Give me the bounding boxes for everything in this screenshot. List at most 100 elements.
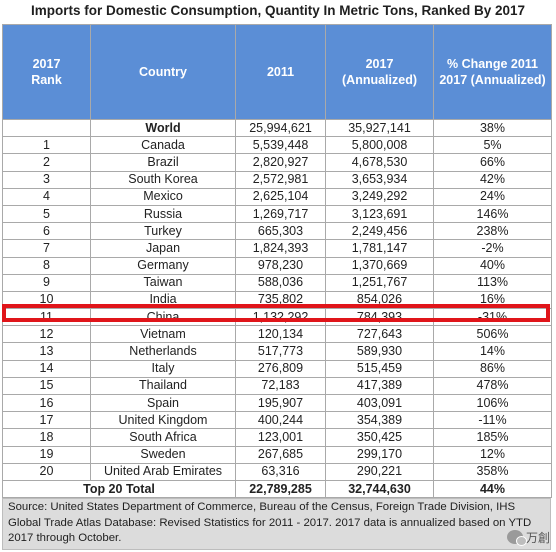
cell-v2011: 195,907 [235,393,326,413]
cell-change: 38% [433,118,552,138]
cell-change: 113% [433,273,552,292]
table-row: World 25,994,621 35,927,141 38% [2,118,552,138]
cell-v2017: 1,251,767 [325,273,434,292]
imports-table: 2017 Rank Country 2011 2017 (Annualized) %… [2,24,552,499]
cell-v2011: 1,824,393 [235,239,326,258]
cell-v2011: 72,183 [235,376,326,396]
cell-country: World [90,118,236,138]
header-change: % Change 2011 2017 (Annualized) [433,24,552,120]
total-v2011: 22,789,285 [235,479,326,499]
cell-v2017: 4,678,530 [325,153,434,172]
cell-v2011: 978,230 [235,256,326,275]
cell-change: 238% [433,222,552,241]
cell-v2011: 120,134 [235,325,326,344]
cell-rank: 3 [2,170,91,189]
cell-v2017: 589,930 [325,342,434,361]
cell-change: 16% [433,290,552,310]
watermark: 万創 [506,529,550,546]
cell-v2011: 267,685 [235,445,326,464]
table-title: Imports for Domestic Consumption, Quanti… [30,3,526,18]
cell-v2017: 2,249,456 [325,222,434,241]
cell-v2017: 354,389 [325,411,434,430]
cell-country: Netherlands [90,342,236,361]
total-v2017: 32,744,630 [325,479,434,499]
cell-country: Mexico [90,187,236,206]
cell-change: 478% [433,376,552,396]
cell-v2011: 517,773 [235,342,326,361]
cell-v2017: 3,249,292 [325,187,434,206]
cell-v2011: 1,269,717 [235,204,326,224]
cell-v2011: 63,316 [235,462,326,481]
table-row: 8 Germany 978,230 1,370,669 40% [2,256,552,275]
cell-rank: 13 [2,342,91,361]
cell-change: -11% [433,411,552,430]
cell-rank: 18 [2,428,91,447]
cell-v2017: 290,221 [325,462,434,481]
cell-country: Canada [90,136,236,155]
cell-v2011: 400,244 [235,411,326,430]
cell-change: 12% [433,445,552,464]
table-row: 13 Netherlands 517,773 589,930 14% [2,342,552,361]
table-row: 14 Italy 276,809 515,459 86% [2,359,552,378]
cell-rank: 14 [2,359,91,378]
table-row: 5 Russia 1,269,717 3,123,691 146% [2,204,552,224]
cell-rank: 16 [2,393,91,413]
total-label: Top 20 Total [2,479,236,499]
cell-rank: 17 [2,411,91,430]
header-rank: 2017 Rank [2,24,91,120]
cell-country: South Korea [90,170,236,189]
cell-v2017: 403,091 [325,393,434,413]
cell-country: Spain [90,393,236,413]
cell-change: 86% [433,359,552,378]
cell-v2011: 2,625,104 [235,187,326,206]
cell-rank: 5 [2,204,91,224]
cell-change: -31% [433,308,552,327]
total-change: 44% [433,479,552,499]
table-row: 15 Thailand 72,183 417,389 478% [2,376,552,396]
table-row: 12 Vietnam 120,134 727,643 506% [2,325,552,344]
cell-change: 40% [433,256,552,275]
cell-change: 66% [433,153,552,172]
cell-v2017: 417,389 [325,376,434,396]
cell-v2011: 735,802 [235,290,326,310]
cell-rank: 7 [2,239,91,258]
cell-v2011: 25,994,621 [235,118,326,138]
table-row: 6 Turkey 665,303 2,249,456 238% [2,222,552,241]
cell-rank: 2 [2,153,91,172]
table-row: 20 United Arab Emirates 63,316 290,221 358% [2,462,552,481]
cell-v2011: 276,809 [235,359,326,378]
cell-rank: 12 [2,325,91,344]
cell-rank: 6 [2,222,91,241]
cell-change: 146% [433,204,552,224]
cell-v2011: 2,572,981 [235,170,326,189]
cell-rank: 10 [2,290,91,310]
cell-country: Taiwan [90,273,236,292]
cell-change: 5% [433,136,552,155]
cell-v2011: 2,820,927 [235,153,326,172]
cell-change: -2% [433,239,552,258]
header-row: 2017 Rank Country 2011 2017 (Annualized) %… [2,24,552,120]
cell-country: Brazil [90,153,236,172]
cell-v2017: 3,123,691 [325,204,434,224]
table-row: 9 Taiwan 588,036 1,251,767 113% [2,273,552,292]
cell-v2017: 727,643 [325,325,434,344]
cell-rank: 20 [2,462,91,481]
cell-country: Italy [90,359,236,378]
cell-change: 185% [433,428,552,447]
cell-country: Sweden [90,445,236,464]
cell-v2017: 784,393 [325,308,434,327]
cell-change: 42% [433,170,552,189]
cell-v2017: 854,026 [325,290,434,310]
table-row: 16 Spain 195,907 403,091 106% [2,393,552,413]
cell-v2017: 3,653,934 [325,170,434,189]
table-row: 2 Brazil 2,820,927 4,678,530 66% [2,153,552,172]
cell-rank: 15 [2,376,91,396]
cell-country: Germany [90,256,236,275]
cell-change: 24% [433,187,552,206]
table-row: 18 South Africa 123,001 350,425 185% [2,428,552,447]
cell-v2017: 515,459 [325,359,434,378]
cell-rank: 11 [2,308,91,327]
cell-country: United Kingdom [90,411,236,430]
cell-v2011: 123,001 [235,428,326,447]
cell-v2017: 350,425 [325,428,434,447]
